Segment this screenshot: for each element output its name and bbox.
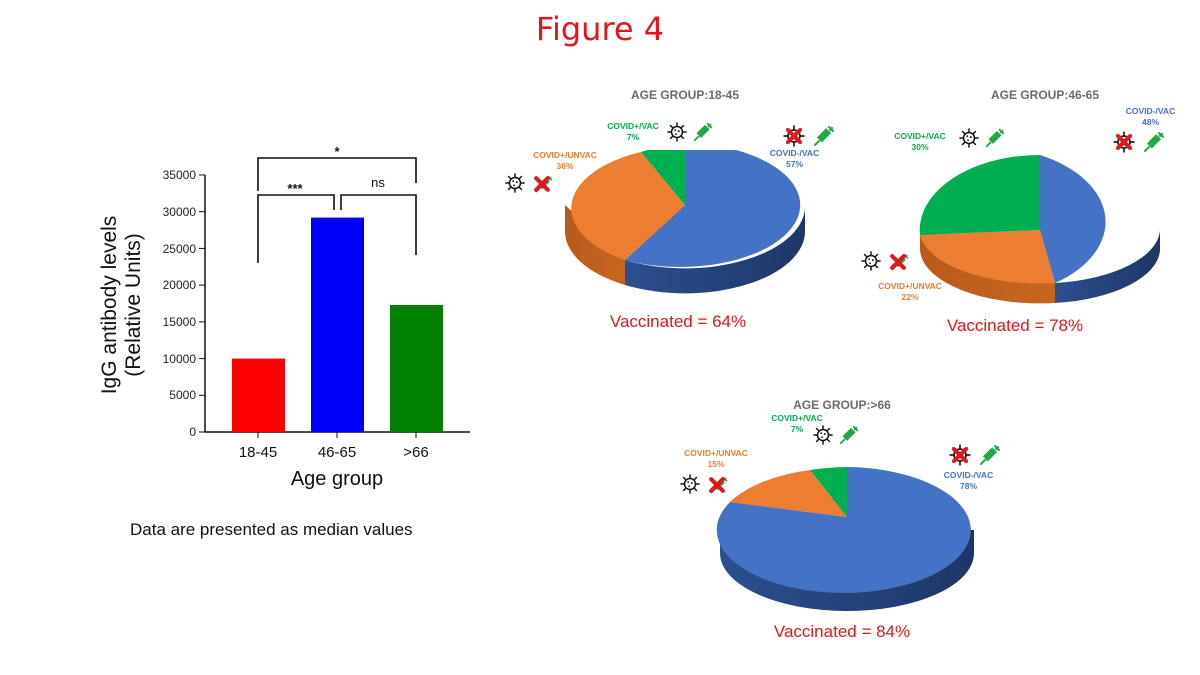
svg-text:0: 0 [189, 425, 196, 439]
figure-title: Figure 4 [535, 10, 665, 48]
svg-text:30000: 30000 [163, 205, 197, 219]
y-ticks: 0 5000 10000 15000 20000 25000 30000 350… [163, 168, 205, 439]
pie-chart-over-66 [716, 467, 974, 611]
footnote: Data are presented as median values [130, 520, 413, 539]
pie-chart-46-65 [919, 155, 1160, 304]
svg-text:5000: 5000 [169, 388, 196, 402]
svg-text:20000: 20000 [163, 278, 197, 292]
svg-text:46-65: 46-65 [318, 444, 356, 461]
pie-chart-18-45 [564, 150, 806, 294]
pie-1-neg-icons [782, 124, 834, 148]
pie-1-label-covid-neg-vac: COVID-/VAC 57% [769, 148, 820, 169]
svg-text:10000: 10000 [163, 352, 197, 366]
pie-1-label-covid-pos-unvac: COVID+/UNVAC 36% [533, 150, 597, 171]
pie-3-vaccinated-label: Vaccinated = 84% [773, 622, 911, 641]
pie-1-title: AGE GROUP:18-45 [630, 88, 740, 102]
pie-2-title: AGE GROUP:46-65 [990, 88, 1100, 102]
pie-1-vaccinated-label: Vaccinated = 64% [609, 312, 747, 331]
svg-text:18-45: 18-45 [239, 444, 277, 461]
significance-brackets [257, 157, 417, 263]
pie-1-label-covid-pos-vac: COVID+/VAC 7% [607, 121, 659, 142]
bar-46-65 [311, 217, 364, 432]
pie-2-label-covid-neg-vac: COVID-/VAC 48% [1125, 106, 1176, 127]
bar-chart: IgG antibody levels (Relative Units) 0 5… [98, 144, 470, 490]
svg-text:IgG antibody levels: IgG antibody levels [98, 216, 121, 395]
svg-text:15000: 15000 [163, 315, 197, 329]
sig-label-46-65-vs-66: ns [371, 175, 385, 190]
pie-1-vac-icons [666, 121, 713, 143]
pie-2-vaccinated-label: Vaccinated = 78% [946, 316, 1084, 335]
y-axis-label: IgG antibody levels (Relative Units) [98, 216, 145, 395]
pie-3-neg-icons [948, 443, 1000, 467]
pie-2-label-covid-pos-unvac: COVID+/UNVAC 22% [878, 281, 942, 302]
pie-2-vac-icons [958, 127, 1005, 149]
bar-18-45 [232, 358, 285, 432]
pie-3-label-covid-pos-vac: COVID+/VAC 7% [771, 413, 823, 434]
pie-2-unvac-icons [860, 250, 909, 272]
svg-text:35000: 35000 [163, 168, 197, 182]
svg-text:(Relative Units): (Relative Units) [122, 233, 145, 377]
pie-3-title: AGE GROUP:>66 [793, 398, 891, 412]
x-axis-label: Age group [291, 468, 383, 490]
x-ticks: 18-45 46-65 >66 [239, 444, 429, 461]
pie-3-label-covid-neg-vac: COVID-/VAC 78% [943, 470, 994, 491]
sig-label-18-45-vs-66: * [334, 144, 340, 159]
pie-2-label-covid-pos-vac: COVID+/VAC 30% [894, 131, 946, 152]
svg-text:25000: 25000 [163, 242, 197, 256]
sig-label-18-45-vs-46-65: *** [287, 181, 303, 196]
pie-3-vac-icons [812, 424, 859, 446]
svg-text:>66: >66 [403, 444, 428, 461]
pie-3-unvac-icons [679, 473, 728, 495]
bar-over-66 [390, 305, 443, 432]
pie-1-unvac-icons [504, 172, 553, 194]
pie-2-neg-icons [1112, 130, 1164, 154]
pie-3-label-covid-pos-unvac: COVID+/UNVAC 15% [684, 448, 748, 469]
